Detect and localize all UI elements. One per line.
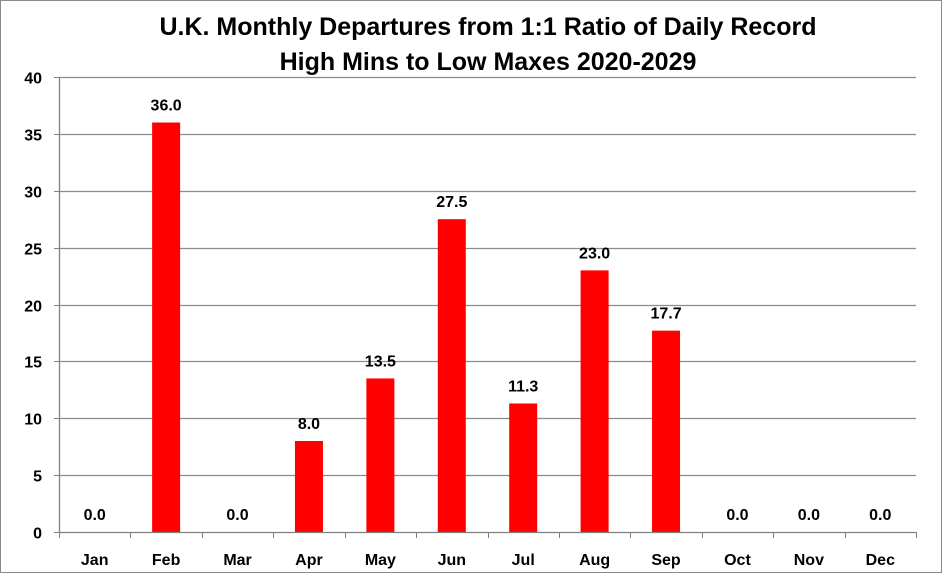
bar-jun [437, 219, 466, 532]
y-tick-label: 5 [33, 469, 42, 486]
data-label-dec: 0.0 [869, 507, 891, 524]
x-tick-label-apr: Apr [295, 552, 323, 569]
chart-title-line-1: U.K. Monthly Departures from 1:1 Ratio o… [159, 13, 816, 41]
data-label-nov: 0.0 [798, 507, 820, 524]
data-label-may: 13.5 [365, 353, 396, 370]
data-label-aug: 23.0 [579, 245, 610, 262]
data-label-jun: 27.5 [436, 194, 467, 211]
data-label-jan: 0.0 [84, 507, 106, 524]
x-tick-label-may: May [365, 552, 396, 569]
y-tick-label: 25 [24, 242, 42, 259]
x-tick-label-sep: Sep [651, 552, 681, 569]
y-tick-label: 30 [24, 185, 42, 202]
bar-aug [580, 270, 609, 532]
y-tick-label: 20 [24, 299, 42, 316]
x-axis-ticks: Jan Feb Mar Apr May Jun Jul Aug Sep Oct Nov Dec [81, 552, 895, 569]
gridlines [59, 76, 916, 477]
data-label-sep: 17.7 [650, 306, 681, 323]
data-label-jul: 11.3 [508, 378, 538, 395]
bar-feb [152, 122, 181, 532]
data-label-apr: 8.0 [298, 416, 320, 433]
y-tick-label: 10 [24, 412, 42, 429]
data-labels: 0.0 36.0 0.0 8.0 13.5 27.5 11.3 23.0 17.7 0.0 0.0 0… [84, 98, 892, 525]
bar-sep [652, 330, 681, 532]
y-tick-label: 0 [33, 526, 42, 543]
x-tick-label-jun: Jun [438, 552, 466, 569]
x-tick-label-feb: Feb [152, 552, 181, 569]
y-tick-label: 40 [24, 71, 42, 88]
x-tick-label-dec: Dec [866, 552, 895, 569]
x-tick-label-mar: Mar [223, 552, 251, 569]
data-label-oct: 0.0 [726, 507, 748, 524]
chart-title: U.K. Monthly Departures from 1:1 Ratio o… [159, 13, 816, 76]
bars [152, 122, 681, 532]
data-label-mar: 0.0 [226, 507, 248, 524]
x-tick-label-oct: Oct [724, 552, 751, 569]
y-tick-label: 15 [24, 355, 42, 372]
x-tick-label-nov: Nov [794, 552, 824, 569]
bar-apr [294, 441, 323, 532]
chart-title-line-2: High Mins to Low Maxes 2020-2029 [280, 48, 697, 76]
x-tick-label-jan: Jan [81, 552, 109, 569]
y-axis-ticks: 0 5 10 15 20 25 30 35 40 [24, 71, 42, 543]
data-label-feb: 36.0 [151, 98, 182, 115]
x-tick-label-jul: Jul [512, 552, 535, 569]
bar-jul [509, 403, 538, 532]
y-tick-label: 35 [24, 128, 42, 145]
bar-may [366, 378, 395, 532]
x-tick-label-aug: Aug [579, 552, 610, 569]
axes [54, 77, 917, 538]
